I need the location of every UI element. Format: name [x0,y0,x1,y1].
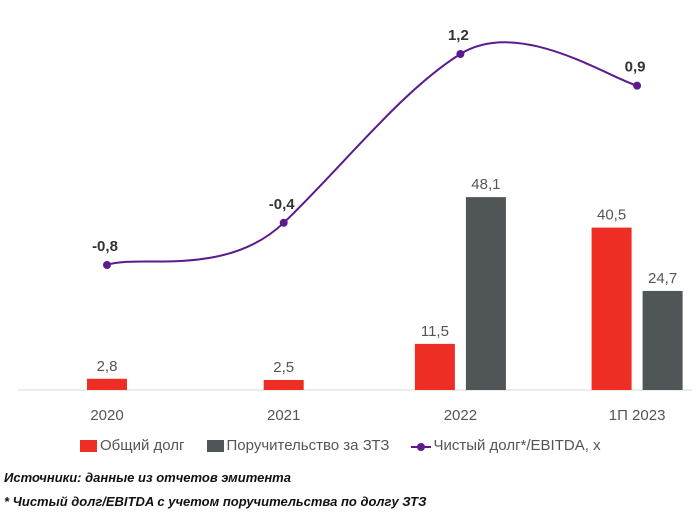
legend: Общий долг Поручительство за ЗТЗ Чистый … [80,437,623,454]
bar-value-label: 2,5 [273,359,294,376]
line-value-label: -0,4 [269,196,296,213]
legend-item-guarantee: Поручительство за ЗТЗ [206,437,390,454]
line-point [456,50,465,58]
bar-total-debt-1П-2023 [591,227,632,390]
bar-value-label: 11,5 [421,323,449,340]
bar-total-debt-2022 [414,343,455,390]
bar-guarantee-1П-2023 [642,290,683,390]
bar-value-label: 48,1 [471,176,500,193]
x-tick-label: 2020 [90,407,123,424]
line-series-net-debt-ebitda [106,41,638,266]
legend-label: Поручительство за ЗТЗ [226,437,390,454]
line-points-layer: -0,8 -0,4 1,2 0,9 [92,27,646,269]
bar-total-debt-2020 [87,378,127,390]
line-point [279,218,288,227]
legend-item-total-debt: Общий долг [80,437,185,454]
line-value-label: -0,8 [92,238,118,255]
line-value-label: 0,9 [625,59,646,76]
legend-item-net-debt-ebitda: Чистый долг*/EBITDA, x [411,437,601,454]
x-tick-label: 2022 [444,407,477,424]
bar-value-label: 24,7 [648,270,677,287]
legend-label: Общий долг [100,437,185,454]
bar-total-debt-2021 [263,379,304,390]
line-value-label: 1,2 [448,27,469,44]
bar-guarantee-2022 [465,197,506,390]
x-tick-labels: 2020 2021 2022 1П 2023 [90,407,665,424]
legend-label: Чистый долг*/EBITDA, x [433,437,601,454]
x-tick-label: 1П 2023 [609,407,666,424]
legend-line-marker-icon [411,440,432,452]
footnote: * Чистый долг/EBITDA с учетом поручитель… [4,494,427,509]
bar-value-label: 40,5 [597,207,626,224]
source-note: Источники: данные из отчетов эмитента [4,470,291,485]
line-point [103,261,111,269]
legend-swatch-red [80,439,97,452]
chart: 2,8 2,5 11,5 48,1 40,5 24,7 -0,8 -0,4 1,2 0,9 20… [18,27,692,424]
legend-swatch-gray [206,439,224,452]
bars-layer: 2,8 2,5 11,5 48,1 40,5 24,7 [87,176,683,390]
x-tick-label: 2021 [267,407,300,424]
line-point [633,81,642,90]
bar-value-label: 2,8 [97,358,118,375]
